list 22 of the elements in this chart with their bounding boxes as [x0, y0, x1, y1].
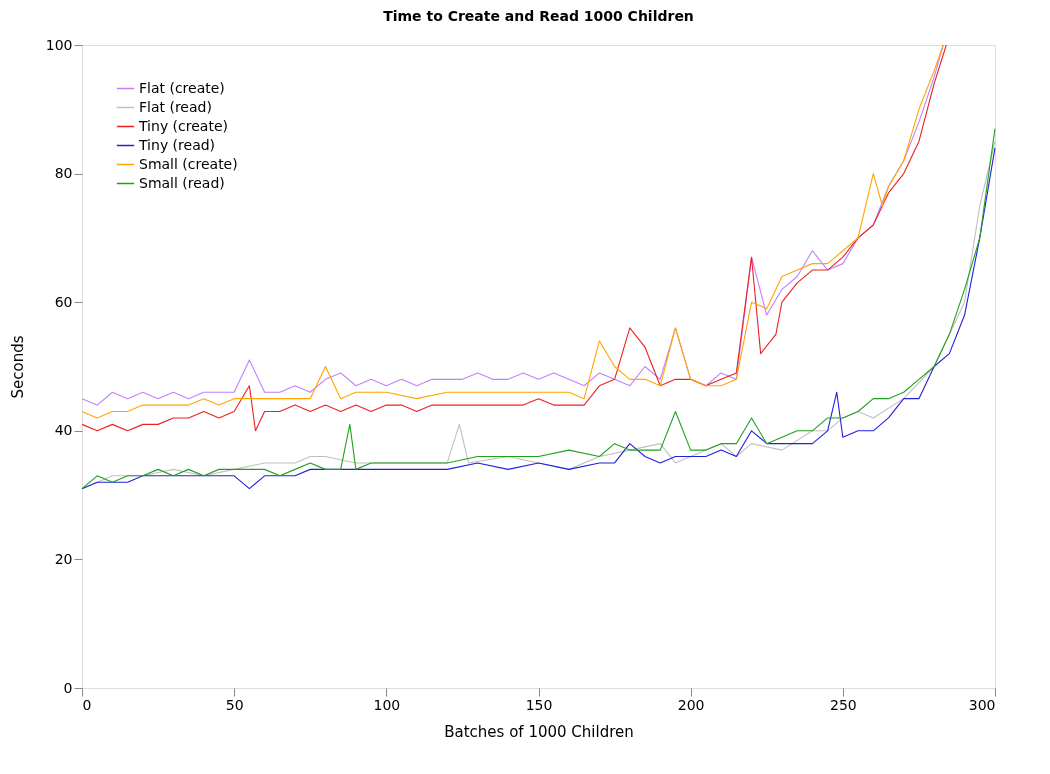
x-tick-label: 300 — [968, 696, 996, 713]
y-tick-label: 60 — [54, 293, 73, 310]
legend-label: Flat (create) — [139, 79, 225, 96]
legend-label: Small (create) — [139, 155, 238, 172]
y-axis-title: Seconds — [8, 335, 27, 399]
x-tick-label: 200 — [677, 696, 705, 713]
x-tick-label: 50 — [225, 696, 244, 713]
chart-title: Time to Create and Read 1000 Children — [383, 8, 694, 24]
x-tick-label: 0 — [82, 696, 92, 713]
y-tick-label: 40 — [54, 422, 73, 439]
x-tick-label: 100 — [373, 696, 401, 713]
legend-label: Tiny (read) — [138, 136, 216, 153]
y-tick-label: 20 — [54, 550, 73, 567]
y-tick-label: 80 — [54, 165, 73, 182]
x-axis-title: Batches of 1000 Children — [444, 722, 634, 741]
legend-label: Tiny (create) — [138, 117, 228, 134]
x-tick-label: 150 — [525, 696, 553, 713]
legend-label: Small (read) — [139, 174, 225, 191]
x-tick-label: 250 — [829, 696, 857, 713]
y-tick-label: 0 — [63, 679, 73, 696]
legend-label: Flat (read) — [139, 98, 212, 115]
y-tick-label: 100 — [45, 36, 73, 53]
